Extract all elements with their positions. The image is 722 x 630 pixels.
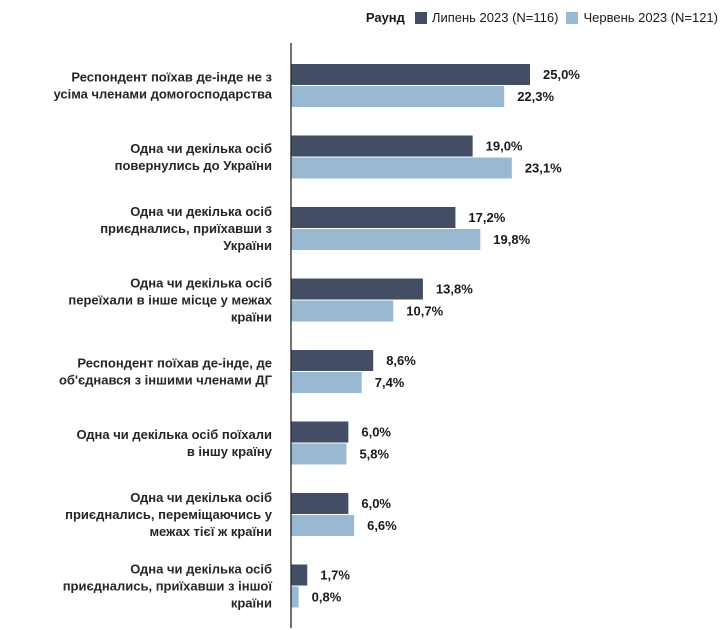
category-label-line: Респондент поїхав де-інде, де bbox=[77, 356, 272, 371]
category-label-line: України bbox=[223, 238, 272, 253]
bar-june bbox=[291, 300, 394, 322]
data-label: 19,0% bbox=[486, 139, 523, 154]
category-label-line: Одна чи декілька осіб bbox=[130, 276, 272, 291]
category-label: Одна чи декілька осіб приєднались, перемі… bbox=[65, 490, 273, 539]
category-label-line: приєднались, приїхавши з іншої bbox=[63, 579, 273, 594]
legend-swatch-june bbox=[566, 11, 579, 24]
category-label: Одна чи декілька осіб приєднались, приїха… bbox=[63, 562, 273, 611]
category-label-line: Респондент поїхав де-інде не з bbox=[71, 70, 272, 85]
bar-june bbox=[291, 86, 505, 107]
category-label-line: Одна чи декілька осіб bbox=[130, 141, 272, 156]
category-label-line: країни bbox=[231, 310, 272, 325]
data-label: 17,2% bbox=[468, 210, 505, 225]
category-label-line: повернулись до України bbox=[115, 158, 272, 173]
data-label: 6,6% bbox=[367, 518, 397, 533]
bar-june bbox=[291, 229, 481, 250]
category-label-line: приєднались, приїхавши з bbox=[100, 221, 272, 236]
bar-july bbox=[291, 350, 374, 371]
category-label-line: країни bbox=[231, 596, 272, 611]
data-label: 10,7% bbox=[406, 304, 443, 319]
legend-label-july: Липень 2023 (N=116) bbox=[431, 10, 559, 25]
bar-june bbox=[291, 443, 347, 465]
bar-june bbox=[291, 372, 362, 393]
data-label: 13,8% bbox=[436, 282, 473, 297]
bar-june bbox=[291, 515, 355, 536]
category-label-line: в іншу країну bbox=[187, 444, 273, 459]
bar-july bbox=[291, 278, 423, 300]
data-label: 8,6% bbox=[386, 353, 416, 368]
data-label: 23,1% bbox=[525, 161, 562, 176]
category-label: Одна чи декілька осіб переїхали в інше мі… bbox=[68, 276, 272, 325]
category-label-line: Одна чи декілька осіб bbox=[130, 490, 272, 505]
legend-title: Раунд bbox=[365, 10, 405, 25]
category-label-line: Одна чи декілька осіб bbox=[130, 204, 272, 219]
data-label: 1,7% bbox=[320, 568, 350, 583]
category-label-line: переїхали в інше місце у межах bbox=[68, 293, 272, 308]
bar-july bbox=[291, 207, 456, 228]
category-label-line: межах тієї ж країни bbox=[149, 524, 272, 539]
bar-july bbox=[291, 64, 530, 85]
data-label: 19,8% bbox=[493, 232, 530, 247]
legend-swatch-july bbox=[414, 11, 427, 24]
category-label: Респондент поїхав де-інде, де об'єднався … bbox=[59, 356, 273, 388]
legend: Раунд Липень 2023 (N=116) Червень 2023 (… bbox=[366, 10, 718, 25]
data-label: 6,0% bbox=[361, 425, 391, 440]
bar-july bbox=[291, 421, 349, 443]
category-label: Одна чи декілька осіб поїхали в іншу краї… bbox=[77, 427, 273, 459]
bar-july bbox=[291, 135, 473, 157]
legend-entry-july: Липень 2023 (N=116) bbox=[414, 10, 559, 25]
legend-label-june: Червень 2023 (N=121) bbox=[583, 10, 718, 25]
bar-july bbox=[291, 493, 349, 514]
category-label-line: Одна чи декілька осіб bbox=[130, 562, 272, 577]
bar-july bbox=[291, 564, 308, 586]
data-label: 7,4% bbox=[375, 375, 405, 390]
data-label: 22,3% bbox=[517, 89, 554, 104]
category-label: Респондент поїхав де-інде не з усіма член… bbox=[53, 70, 272, 102]
category-label: Одна чи декілька осіб приєднались, приїха… bbox=[100, 204, 272, 253]
category-label-line: Одна чи декілька осіб поїхали bbox=[77, 427, 273, 442]
category-label-line: приєднались, переміщаючись у bbox=[65, 507, 273, 522]
data-label: 0,8% bbox=[312, 590, 342, 605]
category-label-line: об'єднався з іншими членами ДГ bbox=[59, 373, 273, 388]
bar-june bbox=[291, 157, 512, 179]
legend-entry-june: Червень 2023 (N=121) bbox=[566, 10, 718, 25]
category-label: Одна чи декілька осіб повернулись до Укра… bbox=[115, 141, 272, 173]
data-label: 5,8% bbox=[359, 447, 389, 462]
category-label-line: усіма членами домогосподарства bbox=[53, 87, 272, 102]
data-label: 25,0% bbox=[543, 67, 580, 82]
data-label: 6,0% bbox=[361, 496, 391, 511]
bar-june bbox=[291, 586, 299, 608]
